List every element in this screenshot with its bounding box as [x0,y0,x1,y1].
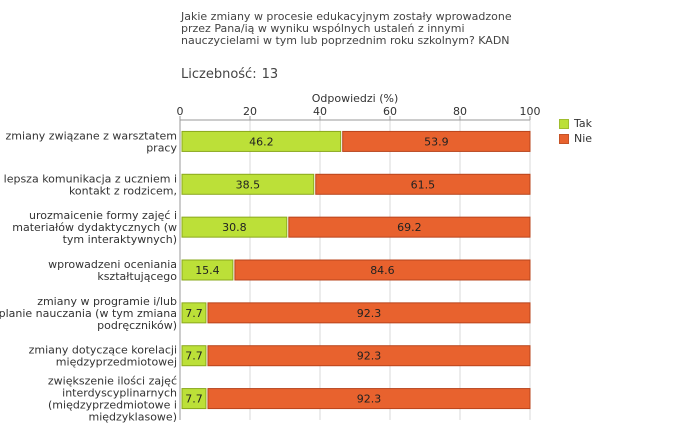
category-label: urozmaicenie formy zajęć i [29,209,177,222]
bar-tak [181,173,315,195]
x-tick-label: 60 [383,105,397,118]
x-tick-label: 20 [243,105,257,118]
category-label: interdyscyplinarnych [62,387,177,400]
legend-swatch-tak [559,118,569,129]
data-label: 15.4 [195,264,220,277]
category-label: wprowadzeni oceniania [48,258,177,271]
data-label: 84.6 [370,264,395,277]
bar-nie [207,388,531,410]
data-label: 7.7 [185,393,203,406]
title-line: przez Pana/ią w wyniku wspólnych ustaleń… [181,22,465,35]
title-line: Jakie zmiany w procesie edukacyjnym zost… [181,10,512,23]
category-label: kontakt z rodzicem, [69,184,177,197]
legend-swatch-nie [559,133,569,144]
category-label: podręczników) [97,319,177,332]
bar-tak [181,216,288,238]
x-tick-label: 0 [177,105,184,118]
category-label: materiałów dydaktycznych (w [12,221,177,234]
bar-nie [207,345,531,367]
category-label: międzyprzedmiotowej [56,356,177,369]
sample-size-label: Liczebność: [181,67,257,82]
data-label: 38.5 [236,178,261,191]
category-label: zmiany w programie i/lub [37,295,177,308]
bar-tak [181,388,207,410]
chart-title: Jakie zmiany w procesie edukacyjnym zost… [181,11,521,47]
category-label: zmiany dotyczące korelacji [29,344,177,357]
bar-tak [181,302,207,324]
title-line: nauczycielami w tym lub poprzednim roku … [181,34,510,47]
sample-size-value: 13 [261,67,279,82]
sample-size: Liczebność: 13 [181,67,278,82]
x-tick-label: 40 [313,105,327,118]
category-label: zwiększenie ilości zajęć [48,375,177,388]
category-label: międzyklasowe) [89,411,178,424]
legend-item-nie: Nie [559,131,592,146]
x-axis-label: Odpowiedzi (%) [312,92,399,105]
data-label: 7.7 [185,350,203,363]
category-label: planie nauczania (w tym zmiana [0,307,177,320]
category-label: tym interaktywnych) [63,233,177,246]
data-label: 46.2 [249,135,274,148]
data-label: 7.7 [185,307,203,320]
bar-tak [181,345,207,367]
legend-label-tak: Tak [574,117,593,130]
x-tick-label: 100 [520,105,541,118]
bar-tak [181,259,234,281]
bar-nie [207,302,531,324]
category-label: pracy [146,141,177,154]
bar-nie [315,173,531,195]
data-label: 61.5 [411,178,436,191]
legend: Tak Nie [559,116,592,146]
bar-nie [342,130,531,152]
data-label: 92.3 [357,350,382,363]
data-label: 92.3 [357,393,382,406]
bar-tak [181,130,342,152]
legend-item-tak: Tak [559,116,592,131]
data-label: 30.8 [222,221,247,234]
legend-label-nie: Nie [574,132,593,145]
data-label: 69.2 [397,221,422,234]
category-label: kształtującego [97,270,177,283]
bar-nie [288,216,531,238]
data-label: 53.9 [424,135,449,148]
category-label: (międzyprzedmiotowe i [48,399,177,412]
category-label: lepsza komunikacja z uczniem i [4,172,177,185]
x-tick-label: 80 [453,105,467,118]
category-label: zmiany związane z warsztatem [6,129,177,142]
bar-nie [234,259,531,281]
data-label: 92.3 [357,307,382,320]
